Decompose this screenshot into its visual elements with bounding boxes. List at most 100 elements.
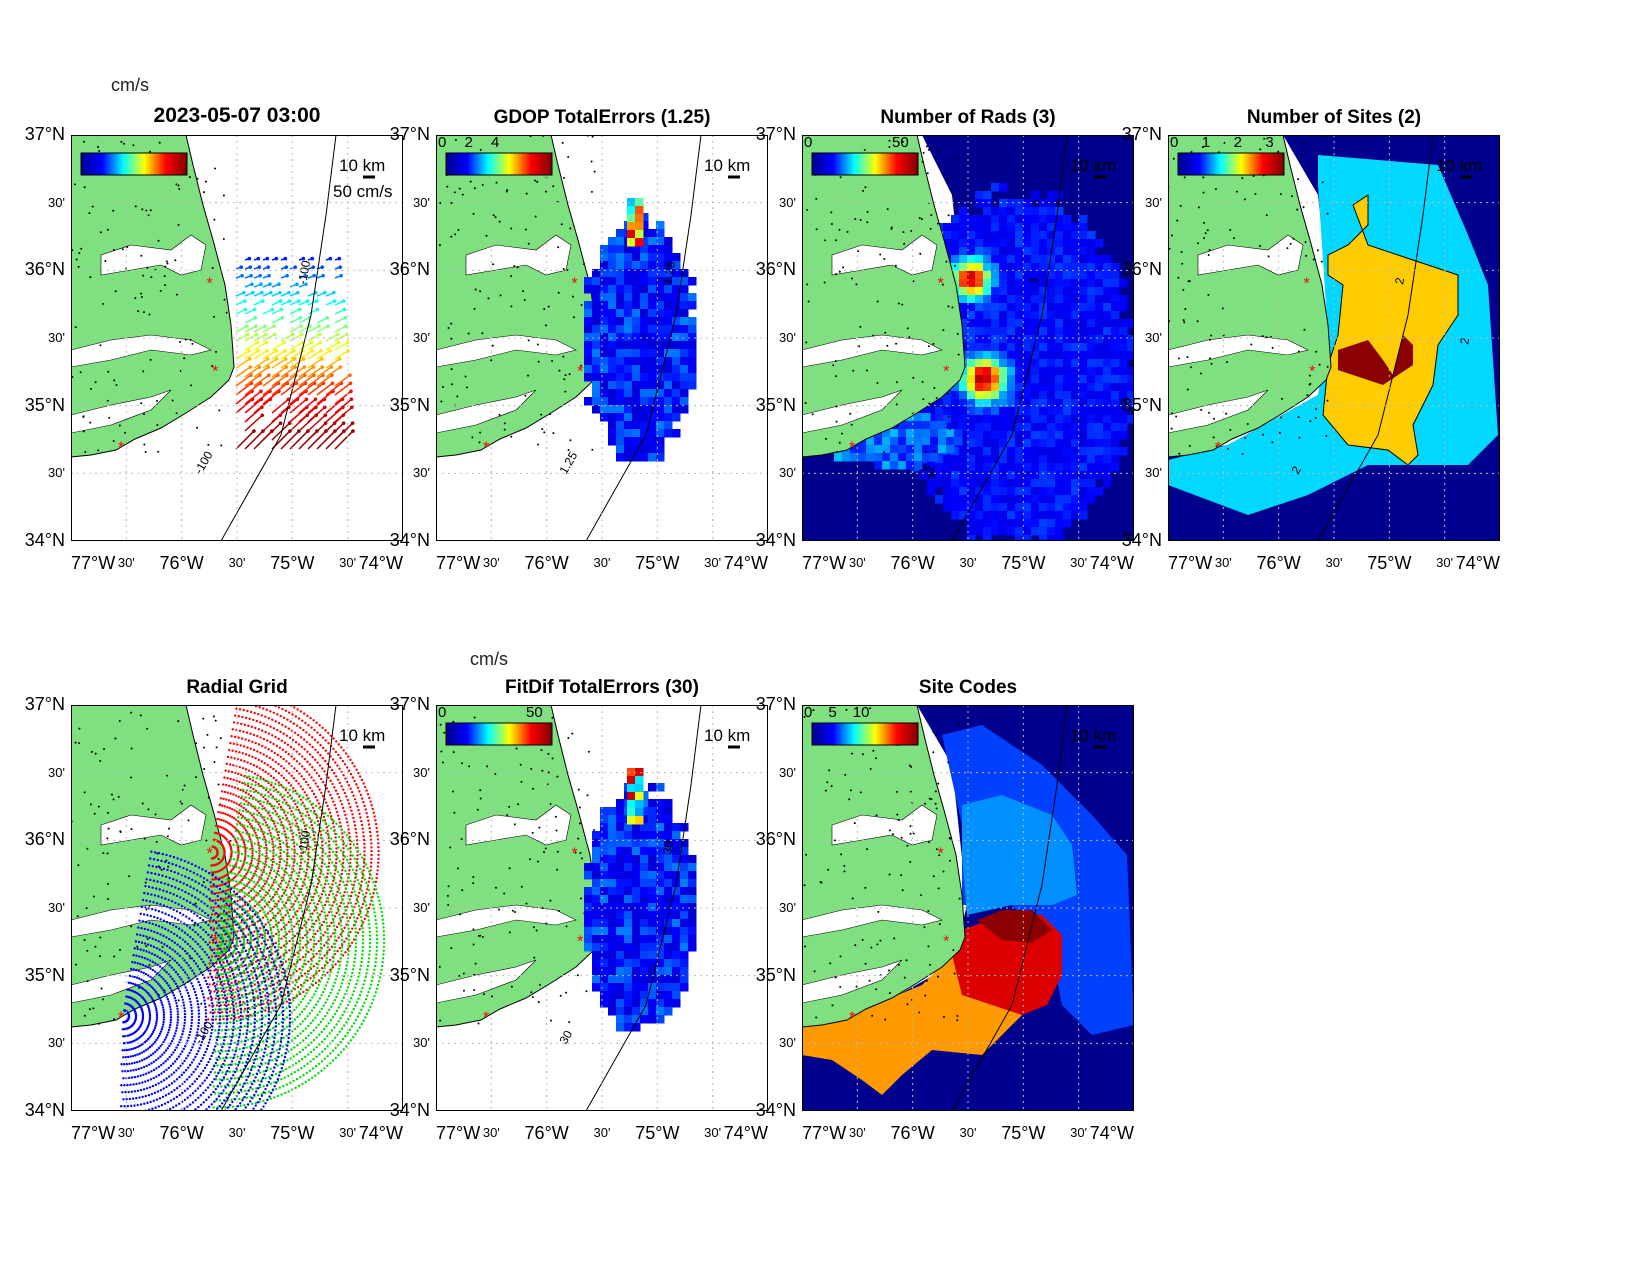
radial-grid-point bbox=[306, 865, 309, 868]
radial-grid-point bbox=[335, 925, 339, 929]
grid-cell bbox=[1071, 463, 1080, 472]
coast-dot bbox=[203, 746, 206, 749]
contour-line bbox=[585, 134, 702, 542]
current-vector-head bbox=[268, 282, 272, 287]
y-tick-label: 34°N bbox=[755, 530, 796, 550]
grid-cell bbox=[922, 429, 931, 438]
radial-grid-point bbox=[316, 902, 319, 906]
coast-dot bbox=[140, 292, 143, 295]
grid-cell bbox=[592, 397, 601, 406]
radial-grid-point bbox=[247, 793, 250, 796]
radial-grid-point bbox=[271, 911, 274, 915]
radial-grid-point bbox=[349, 787, 352, 790]
grid-cell bbox=[1119, 351, 1128, 360]
coast-dot bbox=[112, 209, 115, 212]
radial-grid-point bbox=[330, 797, 334, 800]
coast-dot bbox=[807, 300, 810, 303]
radial-grid-point bbox=[321, 780, 325, 784]
grid-cell bbox=[1015, 479, 1024, 488]
radial-grid-point bbox=[226, 791, 229, 794]
grid-cell bbox=[1023, 463, 1032, 472]
grid-cell bbox=[616, 245, 625, 254]
grid-cell bbox=[635, 198, 644, 207]
radial-grid-point bbox=[370, 857, 373, 861]
colorbar-units: cm/s bbox=[111, 75, 149, 95]
current-vector-head bbox=[247, 348, 251, 353]
radial-grid-point bbox=[228, 748, 231, 752]
grid-cell bbox=[975, 415, 984, 424]
grid-cell bbox=[983, 327, 992, 336]
grid-cell bbox=[1079, 479, 1088, 488]
coast-dot bbox=[137, 310, 140, 313]
grid-cell bbox=[632, 333, 641, 342]
grid-cell bbox=[1015, 247, 1024, 256]
grid-cell bbox=[608, 437, 617, 446]
radial-grid-point bbox=[280, 971, 284, 974]
radial-grid-point bbox=[244, 738, 247, 741]
radial-grid-point bbox=[307, 724, 310, 727]
grid-cell bbox=[680, 381, 689, 390]
coast-dot bbox=[164, 265, 167, 268]
current-vector bbox=[307, 350, 322, 360]
radial-grid-point bbox=[314, 748, 317, 751]
coast-dot bbox=[1314, 416, 1317, 419]
coast-dot bbox=[516, 266, 519, 269]
grid-cell bbox=[672, 365, 681, 374]
radial-grid-point bbox=[286, 718, 289, 721]
contour-label: 3 bbox=[1026, 276, 1041, 285]
radial-grid-point bbox=[286, 845, 289, 848]
grid-cell bbox=[1039, 231, 1048, 240]
x-tick-label: 74°W bbox=[1089, 553, 1134, 573]
coast-dot bbox=[1229, 429, 1232, 432]
coast-dot bbox=[110, 793, 113, 796]
grid-cell bbox=[616, 237, 625, 246]
sound-water bbox=[801, 389, 903, 434]
grid-cell bbox=[1055, 431, 1064, 440]
grid-cell bbox=[914, 445, 923, 454]
current-vector-head bbox=[250, 282, 254, 287]
grid-cell bbox=[1007, 343, 1016, 352]
radial-grid-point bbox=[230, 735, 233, 738]
radial-grid-point bbox=[222, 996, 225, 1000]
radial-grid-point bbox=[335, 740, 338, 743]
radial-grid-point bbox=[287, 920, 291, 924]
current-vector-head bbox=[279, 307, 284, 312]
radial-grid-point bbox=[288, 908, 292, 912]
grid-cell bbox=[935, 399, 944, 408]
grid-cell bbox=[1031, 503, 1040, 512]
grid-cell bbox=[1039, 223, 1048, 232]
current-vector bbox=[325, 398, 343, 414]
radial-grid-point bbox=[227, 899, 230, 903]
grid-cell bbox=[1063, 215, 1072, 224]
grid-cell bbox=[624, 309, 633, 318]
grid-cell bbox=[1119, 383, 1128, 392]
grid-cell bbox=[1039, 447, 1048, 456]
y-tick-label: 30' bbox=[779, 194, 796, 210]
grid-cell bbox=[624, 325, 633, 334]
radial-grid-point bbox=[243, 1007, 247, 1011]
grid-cell bbox=[688, 365, 697, 374]
radial-grid-point bbox=[272, 914, 276, 917]
radial-grid-point bbox=[336, 764, 339, 767]
radial-grid-point bbox=[226, 993, 229, 996]
grid-cell bbox=[991, 455, 1000, 464]
coast-dot bbox=[458, 187, 461, 190]
coast-dot bbox=[855, 283, 858, 286]
grid-cell bbox=[930, 421, 939, 430]
grid-cell bbox=[656, 437, 665, 446]
radial-grid-point bbox=[312, 895, 315, 899]
grid-cell bbox=[584, 325, 593, 334]
grid-cell bbox=[983, 455, 992, 464]
grid-cell bbox=[927, 463, 936, 472]
current-vector-head bbox=[323, 413, 328, 418]
radial-grid-point bbox=[237, 854, 240, 857]
grid-cell bbox=[1071, 375, 1080, 384]
radial-grid-point bbox=[269, 929, 273, 932]
grid-cell bbox=[1015, 215, 1024, 224]
grid-cell bbox=[1119, 335, 1128, 344]
coast-dot bbox=[83, 1014, 86, 1017]
coast-dot bbox=[76, 915, 79, 918]
y-tick-label: 36°N bbox=[389, 259, 430, 280]
grid-cell bbox=[1047, 279, 1056, 288]
grid-cell bbox=[616, 301, 625, 310]
